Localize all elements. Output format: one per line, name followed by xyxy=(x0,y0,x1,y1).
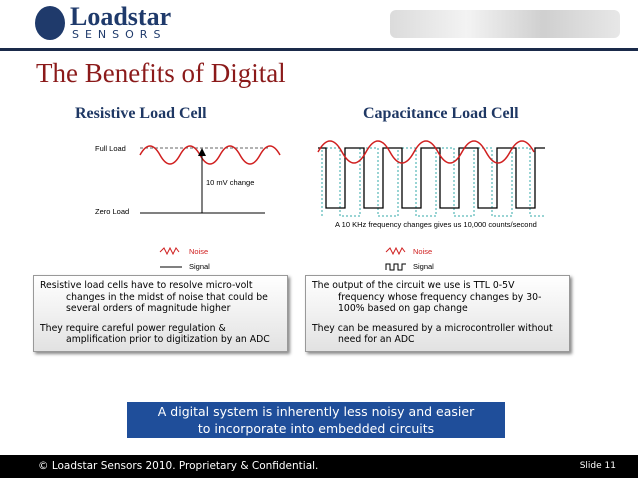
bullet: They require careful power regulation & … xyxy=(40,322,270,346)
change-label: 10 mV change xyxy=(206,178,254,187)
full-load-label: Full Load xyxy=(95,144,126,153)
logo-mark xyxy=(35,6,65,40)
noise-wave xyxy=(317,140,535,164)
product-images xyxy=(390,10,620,38)
bullet: Resistive load cells have to resolve mic… xyxy=(40,280,268,314)
legend-noise-label: Noise xyxy=(189,247,208,256)
reference-wave xyxy=(321,147,545,217)
callout: A digital system is inherently less nois… xyxy=(127,402,505,438)
square-signal xyxy=(318,147,545,209)
bullet: The output of the circuit we use is TTL … xyxy=(312,280,542,314)
legend-noise xyxy=(159,246,180,256)
legend-signal-label: Signal xyxy=(189,262,210,271)
right-text-box: The output of the circuit we use is TTL … xyxy=(305,275,570,352)
copyright: © Loadstar Sensors 2010. Proprietary & C… xyxy=(38,460,319,472)
legend-noise-label: Noise xyxy=(413,247,432,256)
title: The Benefits of Digital xyxy=(36,58,286,88)
legend-signal-label: Signal xyxy=(413,262,434,271)
caption: A 10 KHz frequency changes gives us 10,0… xyxy=(335,220,537,229)
slide-number: Slide 11 xyxy=(579,461,616,471)
legend-noise xyxy=(385,246,406,256)
header-bar: Loadstar SENSORS xyxy=(0,0,638,51)
arrow-head xyxy=(198,148,206,156)
footer-bar: © Loadstar Sensors 2010. Proprietary & C… xyxy=(0,455,638,478)
left-text-box: Resistive load cells have to resolve mic… xyxy=(33,275,288,352)
logo-name: Loadstar xyxy=(70,2,172,31)
left-heading: Resistive Load Cell xyxy=(75,105,207,122)
noise-wave xyxy=(139,145,281,165)
bullet: They can be measured by a microcontrolle… xyxy=(312,322,553,346)
zero-load-label: Zero Load xyxy=(95,207,129,216)
right-heading: Capacitance Load Cell xyxy=(363,105,519,122)
legend-signal xyxy=(385,263,406,271)
logo-sub: SENSORS xyxy=(72,28,167,41)
